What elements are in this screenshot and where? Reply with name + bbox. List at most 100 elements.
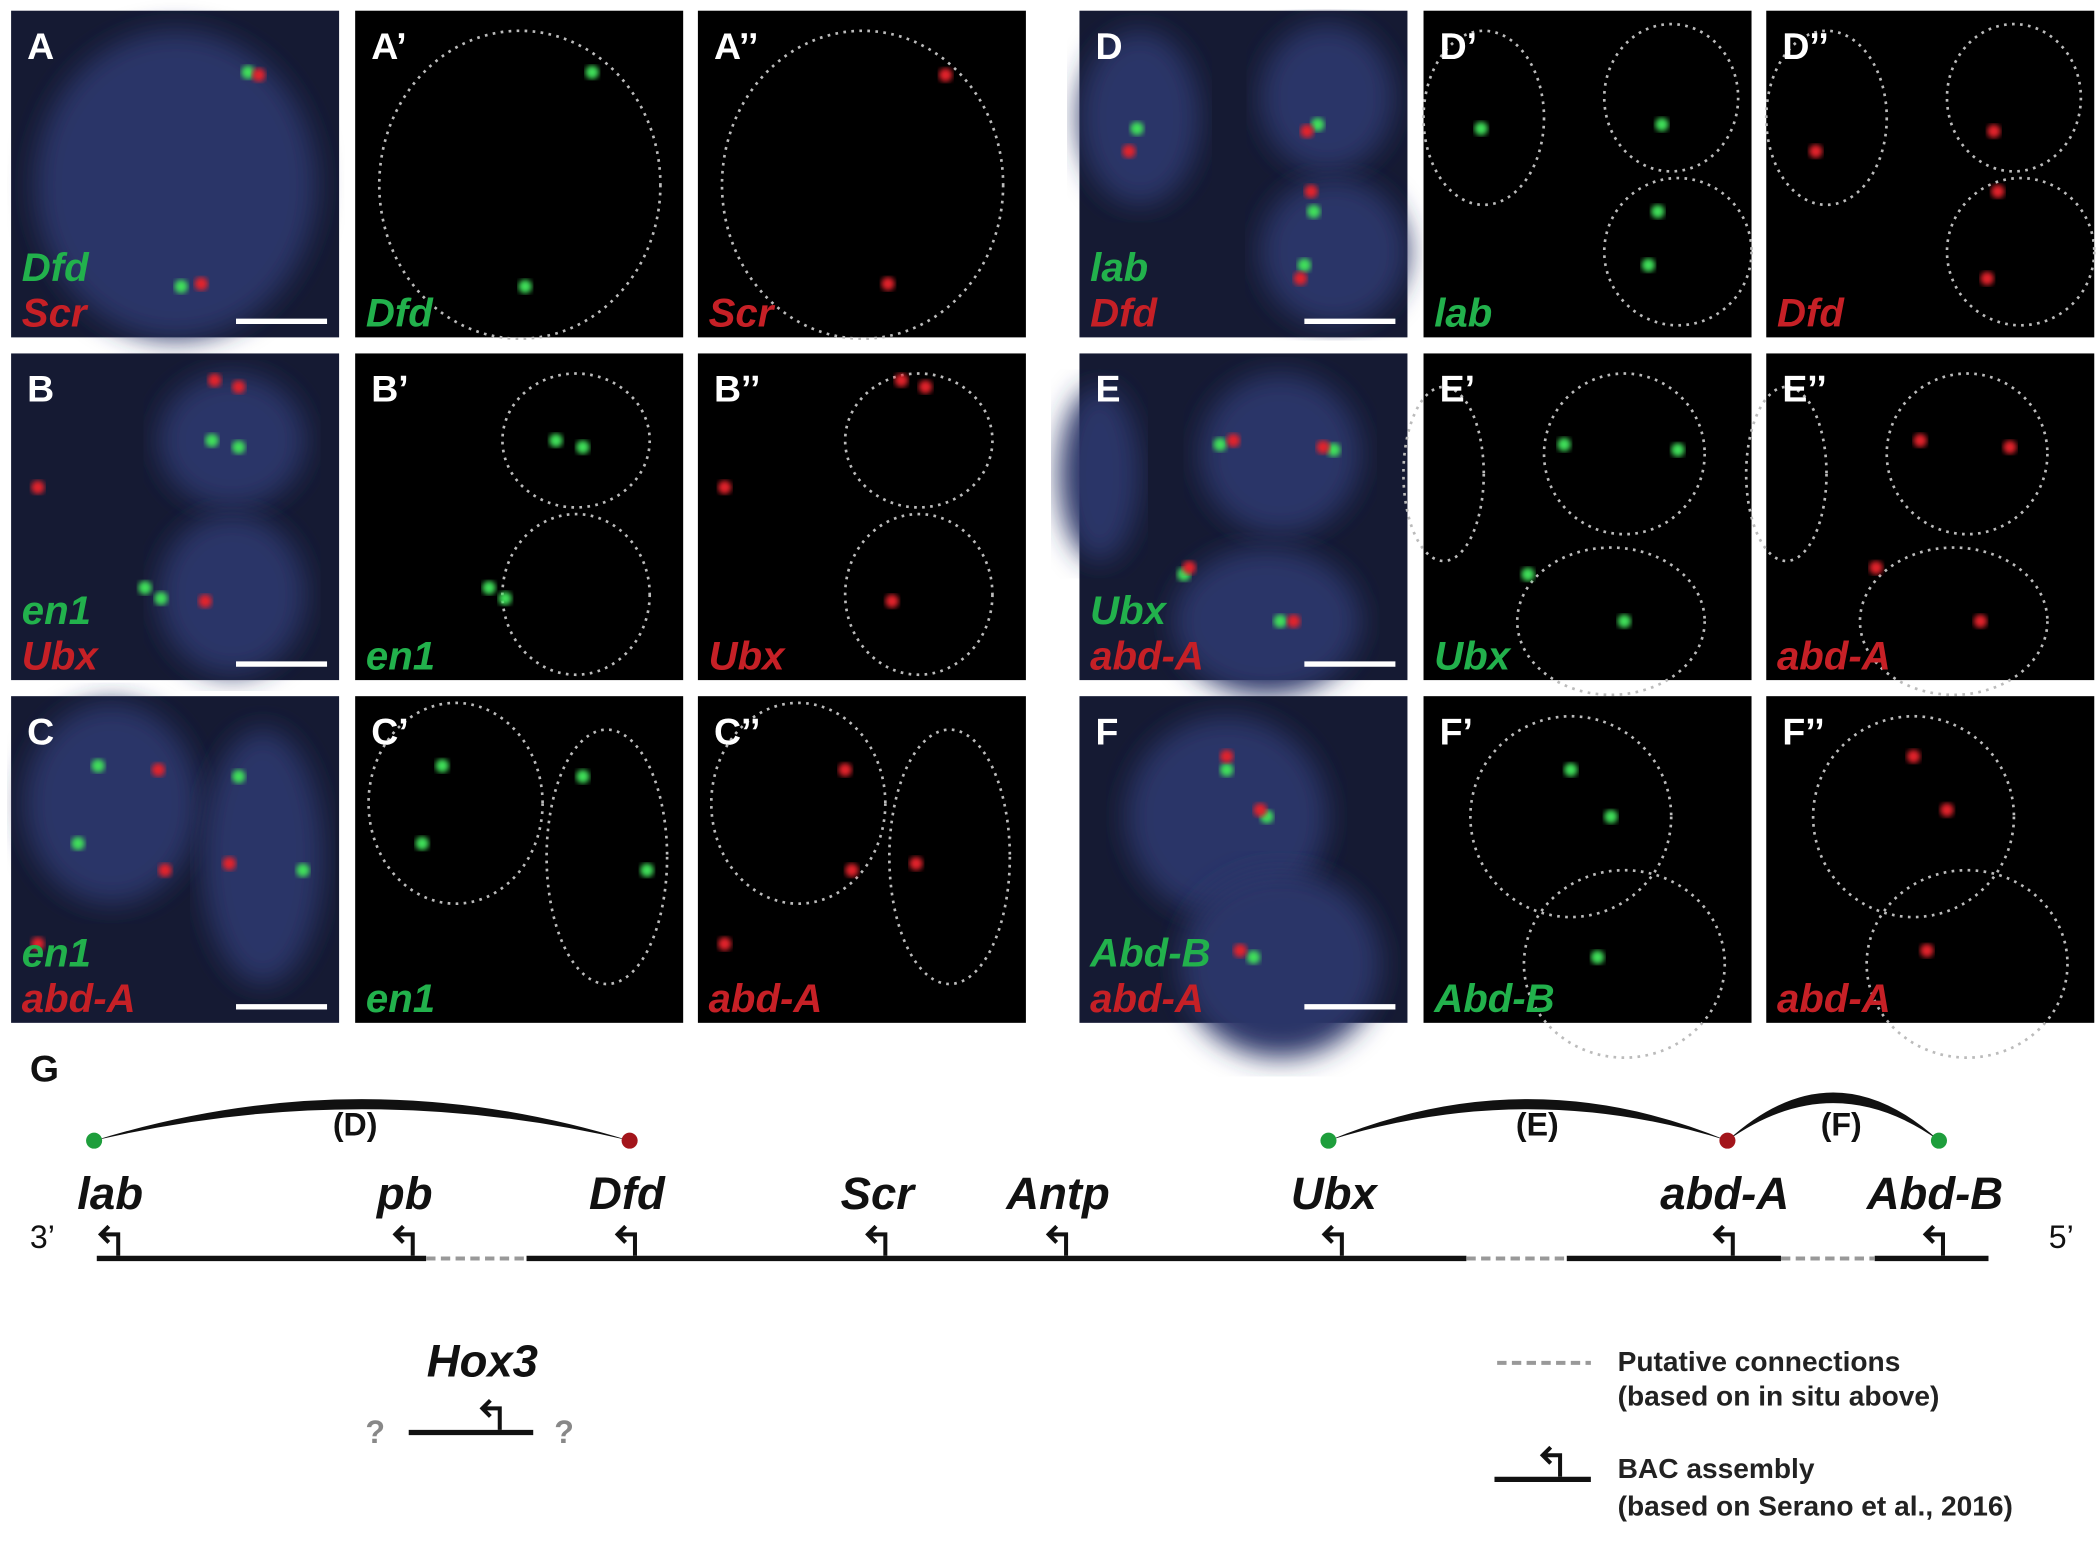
- red-signal: [918, 380, 933, 394]
- green-signal: [1641, 258, 1656, 272]
- green-signal: [1521, 567, 1535, 582]
- panel-label: B: [27, 368, 54, 410]
- nucleus: [1079, 30, 1200, 205]
- panel-label: C’: [371, 710, 408, 752]
- panel-label: A’’: [714, 25, 758, 67]
- green-signal: [241, 65, 255, 79]
- promoter-arrow: [1712, 1224, 1735, 1256]
- red-signal: [1809, 144, 1823, 158]
- micrograph: D’ lab: [1422, 10, 1753, 338]
- red-signal: [1220, 749, 1234, 764]
- panel-label: E: [1096, 368, 1121, 410]
- red-signal: [1913, 433, 1927, 448]
- red-signal: [717, 480, 732, 495]
- green-signal: [518, 279, 532, 294]
- red-signal: [158, 863, 172, 877]
- nucleus-outline: [720, 29, 1005, 341]
- panel-background: [1423, 353, 1752, 681]
- green-signal: [1651, 204, 1665, 219]
- green-signal: [1327, 443, 1341, 457]
- promoter-arrow: [1922, 1224, 1945, 1256]
- red-signal: [151, 763, 166, 777]
- red-signal: [1304, 184, 1318, 199]
- locus-dot: [1320, 1132, 1337, 1149]
- nucleus-outline: [1515, 546, 1707, 697]
- gene-label: Dfd: [1777, 291, 1845, 336]
- green-signal: [1297, 258, 1312, 272]
- red-signal: [198, 594, 212, 608]
- red-signal: [231, 380, 246, 394]
- nucleus-outline: [1858, 546, 2049, 697]
- green-signal: [576, 440, 590, 454]
- panel-background: [1766, 10, 2095, 338]
- gene-label: en1: [22, 588, 91, 633]
- promoter-arrow: [392, 1224, 415, 1256]
- legend-note: (based on in situ above): [1618, 1381, 1940, 1412]
- nucleus: [35, 30, 317, 339]
- red-signal: [1973, 614, 1988, 628]
- red-signal: [2003, 440, 2017, 454]
- green-signal: [435, 759, 449, 773]
- green-signal: [231, 769, 246, 784]
- nucleus: [158, 514, 306, 675]
- nucleus-outline: [1602, 22, 1740, 173]
- green-signal: [154, 591, 168, 606]
- red-signal: [252, 68, 266, 82]
- nucleus: [1126, 716, 1328, 918]
- panel-background: [1766, 353, 2095, 681]
- gene-name: Scr: [841, 1168, 917, 1219]
- nucleus-outline: [501, 372, 652, 509]
- red-signal: [894, 373, 909, 387]
- nucleus-outline: [377, 29, 662, 341]
- panel-label: D: [1096, 25, 1123, 67]
- promoter-arrow: [1539, 1445, 1563, 1477]
- nucleus-outline: [843, 372, 994, 509]
- green-signal: [1671, 443, 1685, 457]
- panel-label: F: [1096, 710, 1119, 752]
- red-signal: [885, 594, 899, 608]
- red-signal: [1233, 943, 1247, 958]
- gene-label: Dfd: [1090, 291, 1158, 336]
- red-signal: [1991, 184, 2005, 199]
- nucleus-outline: [1469, 714, 1673, 919]
- red-signal: [881, 277, 895, 291]
- locus-dot: [1930, 1132, 1947, 1149]
- panel-label: A: [27, 25, 54, 67]
- red-signal: [1920, 943, 1934, 958]
- red-signal: [909, 856, 923, 871]
- gene-name: Dfd: [589, 1168, 666, 1219]
- gene-label: en1: [366, 633, 435, 678]
- micrograph: F’ Abd-B: [1423, 696, 1752, 1059]
- hox-diagram: G (D) (E) (F) 3’ 5’ lab pb Dfd Scr Antp Ubx ab…: [30, 1048, 2074, 1522]
- panel-label: C’’: [714, 710, 761, 752]
- nucleus-outline: [1522, 868, 1727, 1059]
- red-signal: [717, 937, 732, 951]
- red-signal: [194, 277, 208, 291]
- connection-arc: [1328, 1099, 1728, 1141]
- nucleus-outline: [1945, 176, 2096, 327]
- red-signal: [1906, 749, 1921, 764]
- gene-label: Scr: [709, 291, 776, 336]
- nucleus: [1260, 178, 1408, 326]
- connection-label: (E): [1516, 1106, 1559, 1142]
- gene-label: abd-A: [22, 976, 136, 1021]
- panel-label: F’’: [1782, 710, 1824, 752]
- red-signal: [1980, 271, 1994, 286]
- micrograph: B’’ Ubx: [697, 353, 1026, 681]
- green-signal: [205, 433, 219, 448]
- connection-label: (F): [1821, 1106, 1862, 1142]
- red-signal: [1182, 560, 1196, 575]
- red-signal: [845, 863, 859, 877]
- legend-title: Putative connections: [1618, 1346, 1901, 1377]
- gene-label: abd-A: [1090, 633, 1204, 678]
- panel-background: [1766, 696, 2095, 1023]
- panel-label: D’’: [1782, 25, 1829, 67]
- unknown-mark: ?: [365, 1414, 385, 1450]
- nucleus-outline: [843, 512, 994, 677]
- green-signal: [138, 581, 152, 595]
- green-signal: [549, 433, 563, 448]
- nucleus-outline: [1422, 29, 1546, 207]
